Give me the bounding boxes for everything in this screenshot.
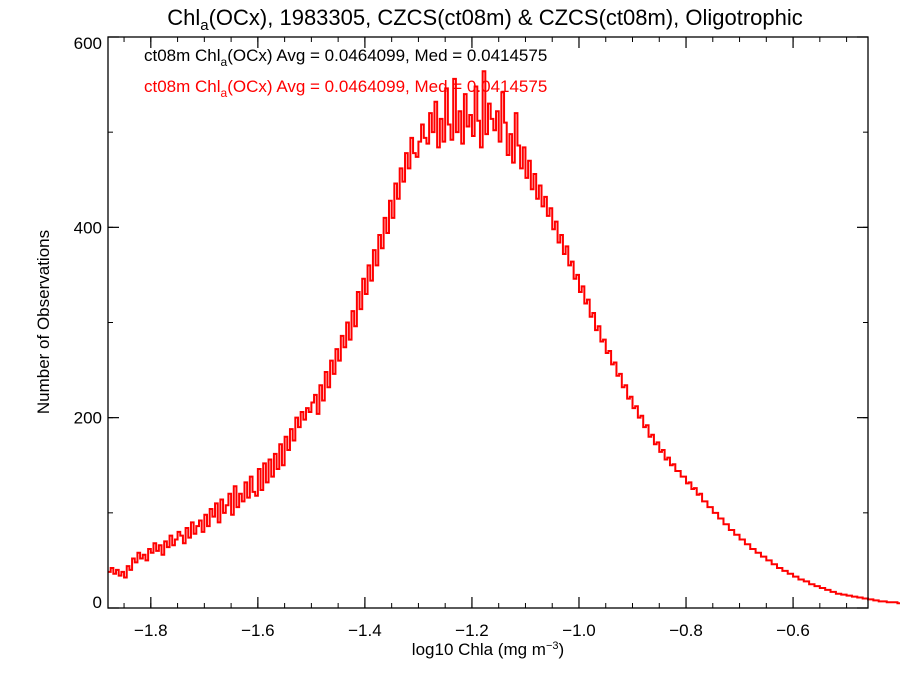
x-axis: −1.8 −1.6 −1.4 −1.2 −1.0 −0.8 −0.6 <box>123 37 848 640</box>
legend: ct08m Chla(OCx) Avg = 0.0464099, Med = 0… <box>144 46 547 100</box>
legend-entry-2: ct08m Chla(OCx) Avg = 0.0464099, Med = 0… <box>144 77 547 100</box>
y-tick-label: 0 <box>93 593 102 612</box>
series-layer <box>108 70 900 605</box>
x-tick-label: −1.8 <box>134 621 168 640</box>
y-tick-label: 400 <box>74 218 102 237</box>
x-tick-label: −1.0 <box>562 621 596 640</box>
x-tick-label: −1.2 <box>455 621 489 640</box>
y-tick-label: 600 <box>74 34 102 53</box>
y-axis: 0 200 400 600 <box>74 34 868 612</box>
y-tick-label: 200 <box>74 409 102 428</box>
x-axis-label: log10 Chla (mg m−3) <box>412 640 564 659</box>
chart-title: Chla(OCx), 1983305, CZCS(ct08m) & CZCS(c… <box>167 5 803 34</box>
x-tick-label: −1.6 <box>241 621 275 640</box>
x-tick-label: −0.8 <box>669 621 703 640</box>
legend-entry-1: ct08m Chla(OCx) Avg = 0.0464099, Med = 0… <box>144 46 547 69</box>
series-line-2 <box>108 70 900 605</box>
x-tick-label: −0.6 <box>776 621 810 640</box>
x-tick-label: −1.4 <box>348 621 382 640</box>
y-axis-label: Number of Observations <box>34 230 53 414</box>
